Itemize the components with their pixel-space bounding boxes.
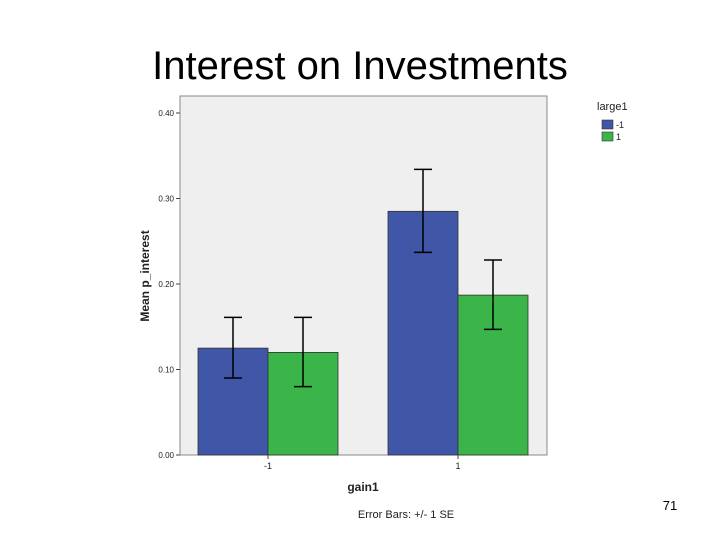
x-axis-label: gain1 [347, 480, 379, 494]
legend-swatch [601, 131, 614, 142]
legend-title: large1 [597, 101, 628, 113]
slide-title: Interest on Investments [152, 44, 568, 88]
y-tick-label: 0.20 [158, 280, 174, 289]
legend-label: -1 [616, 120, 624, 130]
x-tick-label: 1 [455, 461, 460, 471]
y-tick-label: 0.10 [158, 366, 174, 375]
y-tick-label: 0.00 [158, 451, 174, 460]
page-number: 71 [662, 498, 678, 513]
y-tick-label: 0.30 [158, 195, 174, 204]
legend-swatch [601, 119, 614, 130]
legend: large1 -1 1 [597, 101, 628, 142]
y-tick-label: 0.40 [158, 109, 174, 118]
x-tick-label: -1 [264, 461, 272, 471]
error-bars-footnote: Error Bars: +/- 1 SE [358, 509, 454, 521]
legend-label: 1 [616, 132, 621, 142]
y-axis-label: Mean p_interest [138, 230, 152, 321]
